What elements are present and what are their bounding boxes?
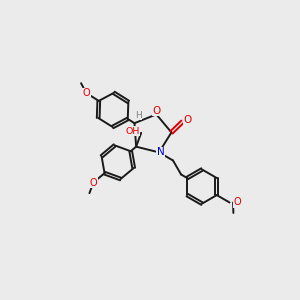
Text: O: O [89, 178, 97, 188]
Text: O: O [152, 106, 160, 116]
Text: O: O [233, 197, 241, 208]
Text: OH: OH [125, 127, 140, 136]
Text: O: O [82, 88, 90, 98]
Text: H: H [135, 111, 141, 120]
Text: N: N [157, 147, 164, 158]
Text: O: O [183, 115, 192, 125]
